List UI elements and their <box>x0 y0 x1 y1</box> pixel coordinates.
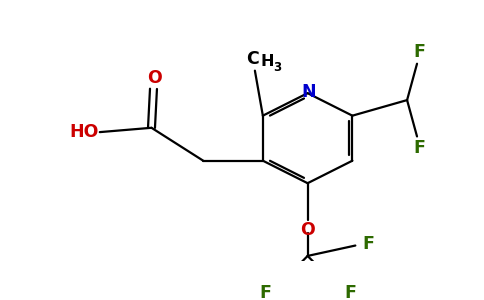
Text: F: F <box>345 284 356 300</box>
Text: O: O <box>147 69 162 87</box>
Text: O: O <box>300 221 315 239</box>
Text: H: H <box>260 54 273 69</box>
Text: F: F <box>413 139 425 157</box>
Text: N: N <box>302 83 316 101</box>
Text: C: C <box>246 50 259 68</box>
Text: 3: 3 <box>272 61 281 74</box>
Text: F: F <box>259 284 271 300</box>
Text: F: F <box>363 235 374 253</box>
Text: F: F <box>413 44 425 62</box>
Text: HO: HO <box>69 123 99 141</box>
